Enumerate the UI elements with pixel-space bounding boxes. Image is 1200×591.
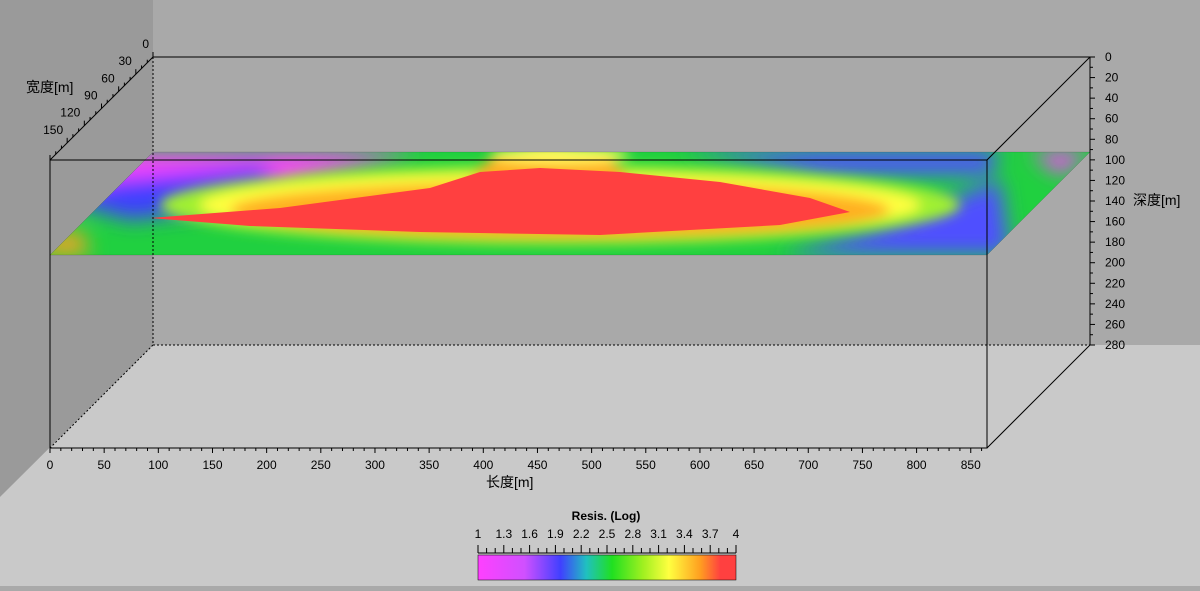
- z-tick-label: 240: [1105, 297, 1125, 311]
- x-tick-label: 800: [907, 458, 927, 472]
- x-tick-label: 750: [852, 458, 872, 472]
- colorbar: Resis. (Log) 1 1.3 1.6 1.9 2.2 2.5 2.8 3.1 3.4 3.…: [475, 509, 740, 581]
- x-tick-label: 400: [473, 458, 493, 472]
- z-tick-label: 40: [1105, 91, 1119, 105]
- x-tick-label: 550: [636, 458, 656, 472]
- y-tick-label: 120: [60, 106, 80, 120]
- x-tick-label: 100: [148, 458, 168, 472]
- y-axis-label: 宽度[m]: [26, 79, 73, 95]
- z-tick-label: 180: [1105, 235, 1125, 249]
- z-axis: 0 20 40 60 80 100 120 140 160 180 200 220 240 260 280: [1090, 50, 1125, 352]
- x-tick-label: 150: [202, 458, 222, 472]
- box-edges: [49, 56, 1091, 449]
- hidden-edges: [49, 57, 1090, 449]
- y-tick-label: 150: [43, 123, 63, 137]
- high-resistivity-core: [150, 168, 850, 235]
- colorbar-tick-label: 3.1: [650, 527, 667, 541]
- x-tick-label: 300: [365, 458, 385, 472]
- z-tick-label: 120: [1105, 173, 1125, 187]
- y-tick-label: 90: [84, 89, 98, 103]
- x-axis: 0 50 100 150 200 250 300 350 400 450 500 550 600 650 7…: [47, 448, 983, 472]
- colorbar-tick-label: 1.3: [495, 527, 512, 541]
- colorbar-tick-label: 2.2: [573, 527, 590, 541]
- colorbar-gradient: [477, 554, 737, 581]
- colorbar-tick-label: 3.4: [676, 527, 693, 541]
- colorbar-tick-label: 1.9: [547, 527, 564, 541]
- x-tick-label: 700: [798, 458, 818, 472]
- x-tick-label: 450: [527, 458, 547, 472]
- z-tick-label: 160: [1105, 215, 1125, 229]
- x-tick-label: 500: [582, 458, 602, 472]
- colorbar-tick-label: 1: [475, 527, 482, 541]
- colorbar-title: Resis. (Log): [572, 509, 641, 523]
- floor: [0, 345, 1200, 586]
- x-tick-label: 50: [97, 458, 111, 472]
- z-tick-label: 100: [1105, 153, 1125, 167]
- x-tick-label: 0: [47, 458, 54, 472]
- colorbar-ticks: 1 1.3 1.6 1.9 2.2 2.5 2.8 3.1 3.4 3.7 4: [475, 527, 740, 554]
- y-tick-label: 30: [118, 54, 132, 68]
- x-tick-label: 850: [961, 458, 981, 472]
- z-tick-label: 0: [1105, 50, 1112, 64]
- x-axis-label: 长度[m]: [486, 474, 533, 490]
- x-tick-label: 200: [257, 458, 277, 472]
- z-tick-label: 60: [1105, 112, 1119, 126]
- z-tick-label: 80: [1105, 132, 1119, 146]
- x-tick-label: 250: [311, 458, 331, 472]
- z-axis-label: 深度[m]: [1133, 192, 1180, 208]
- colorbar-tick-label: 3.7: [702, 527, 719, 541]
- colorbar-tick-label: 1.6: [521, 527, 538, 541]
- colorbar-tick-label: 2.8: [624, 527, 641, 541]
- z-tick-label: 220: [1105, 276, 1125, 290]
- z-tick-label: 260: [1105, 317, 1125, 331]
- x-tick-label: 650: [744, 458, 764, 472]
- colorbar-tick-label: 4: [733, 527, 740, 541]
- z-tick-label: 140: [1105, 194, 1125, 208]
- z-tick-label: 200: [1105, 256, 1125, 270]
- y-tick-label: 0: [142, 37, 149, 51]
- x-tick-label: 350: [419, 458, 439, 472]
- colorbar-tick-label: 2.5: [599, 527, 616, 541]
- resistivity-slice: [50, 152, 1090, 255]
- x-tick-label: 600: [690, 458, 710, 472]
- z-tick-label: 280: [1105, 338, 1125, 352]
- y-tick-label: 60: [101, 71, 115, 85]
- z-tick-label: 20: [1105, 71, 1119, 85]
